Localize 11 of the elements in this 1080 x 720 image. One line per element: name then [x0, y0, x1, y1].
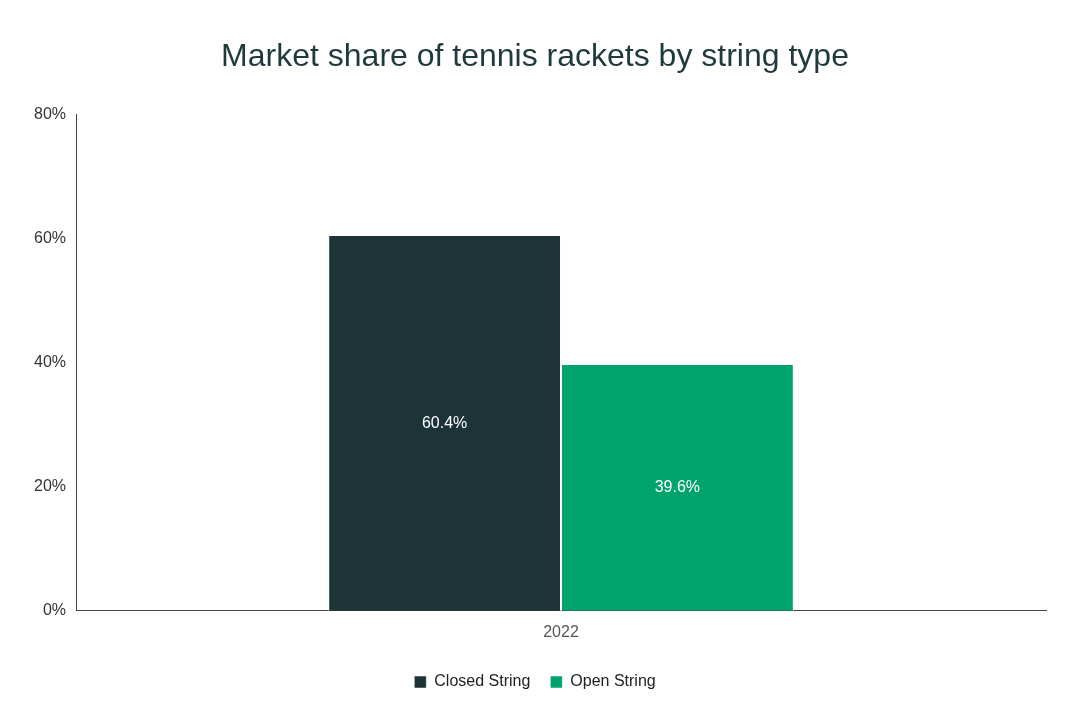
- x-tick-label: 2022: [543, 622, 579, 640]
- y-tick-label: 20%: [33, 477, 67, 495]
- data-label: 39.6%: [654, 478, 701, 496]
- data-label: 60.4%: [421, 413, 468, 431]
- y-tick-label: 80%: [33, 104, 67, 122]
- legend-label: Open String: [570, 672, 656, 690]
- y-tick-label: 0%: [42, 601, 67, 619]
- legend-label: Closed String: [434, 672, 531, 690]
- y-tick-label: 60%: [33, 228, 67, 246]
- y-tick-label: 40%: [33, 353, 67, 371]
- chart-title: Market share of tennis rackets by string type: [221, 37, 849, 74]
